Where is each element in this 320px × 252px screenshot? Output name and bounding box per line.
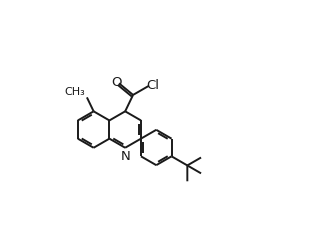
- Text: CH₃: CH₃: [64, 87, 85, 97]
- Text: N: N: [120, 149, 130, 162]
- Text: Cl: Cl: [146, 79, 159, 92]
- Text: O: O: [112, 76, 122, 88]
